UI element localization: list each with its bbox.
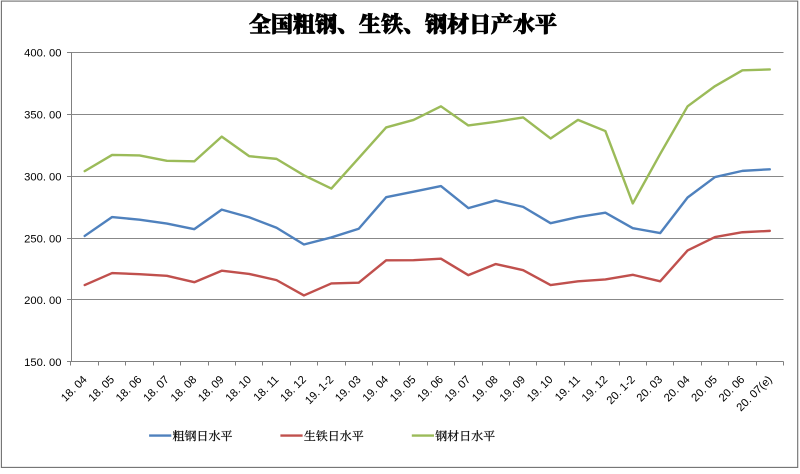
svg-text:150. 00: 150. 00 — [24, 357, 61, 369]
svg-text:400. 00: 400. 00 — [24, 48, 61, 60]
svg-text:200. 00: 200. 00 — [24, 295, 61, 307]
svg-text:250. 00: 250. 00 — [24, 233, 61, 245]
svg-text:350. 00: 350. 00 — [24, 110, 61, 122]
svg-text:300. 00: 300. 00 — [24, 171, 61, 183]
